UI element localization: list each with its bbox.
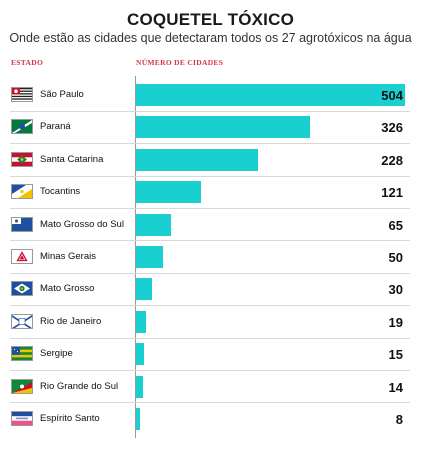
bar — [136, 213, 171, 236]
chart-row: Tocantins 121 — [0, 176, 421, 210]
bar — [136, 181, 201, 204]
sergipe-flag-icon — [11, 346, 33, 362]
bar — [136, 408, 141, 430]
state-label: Mato Grosso — [40, 283, 95, 295]
parana-flag-icon — [11, 119, 33, 135]
bar-value-label: 30 — [388, 282, 403, 298]
state-label: Paraná — [40, 121, 71, 133]
mato-grosso-do-sul-flag-icon — [11, 216, 33, 232]
state-label: Minas Gerais — [40, 251, 96, 262]
count-column-header: NÚMERO DE CIDADES — [136, 58, 224, 67]
bar-value-label: 65 — [388, 217, 403, 233]
bar-value-label: 228 — [381, 152, 403, 168]
chart-row: Minas Gerais 50 — [0, 241, 421, 274]
bar-value-label: 8 — [395, 412, 403, 427]
espirito-santo-flag-icon — [11, 411, 33, 426]
bar — [136, 343, 144, 366]
row-separator — [10, 110, 410, 112]
bar — [136, 84, 405, 106]
bar-value-label: 121 — [381, 185, 403, 201]
row-separator — [10, 402, 410, 404]
row-separator — [10, 240, 410, 242]
chart-row: Santa Catarina 228 — [0, 144, 421, 177]
rio-grande-do-sul-flag-icon — [11, 378, 33, 394]
bar — [136, 148, 258, 171]
bar-value-label: 326 — [381, 120, 403, 136]
chart-subtitle: Onde estão as cidades que detectaram tod… — [9, 31, 412, 45]
row-separator — [10, 337, 410, 339]
row-separator — [10, 305, 410, 307]
state-label: Santa Catarina — [40, 153, 104, 165]
bar-value-label: 14 — [388, 379, 403, 395]
state-label: Rio de Janeiro — [40, 315, 102, 327]
state-label: Rio Grande do Sul — [40, 380, 119, 392]
state-label: Espírito Santo — [40, 413, 100, 424]
bar — [136, 375, 144, 398]
chart-row: Rio de Janeiro 19 — [0, 306, 421, 339]
minas-gerais-flag-icon — [11, 249, 33, 264]
row-separator — [10, 272, 410, 274]
chart-row: Mato Grosso 30 — [0, 273, 421, 307]
sao-paulo-flag-icon — [11, 87, 33, 102]
state-label: Tocantins — [40, 186, 81, 198]
axis-divider — [135, 76, 136, 438]
row-separator — [10, 370, 410, 372]
bar — [136, 116, 310, 139]
chart-row: Rio Grande do Sul 14 — [0, 371, 421, 404]
chart-row: Mato Grosso do Sul 65 — [0, 209, 421, 242]
row-separator — [10, 208, 410, 210]
chart-row: São Paulo 504 — [0, 79, 421, 112]
row-separator — [10, 143, 410, 145]
mato-grosso-flag-icon — [11, 281, 33, 297]
bar-value-label: 50 — [388, 250, 403, 265]
state-label: Sergipe — [40, 348, 73, 360]
chart-row: Paraná 326 — [0, 111, 421, 145]
state-label: São Paulo — [40, 89, 84, 100]
state-column-header: ESTADO — [11, 58, 44, 67]
tocantins-flag-icon — [11, 184, 33, 200]
rio-de-janeiro-flag-icon — [11, 313, 33, 329]
bar-value-label: 15 — [388, 347, 403, 363]
bar-value-label: 19 — [388, 314, 403, 330]
chart-row: Espírito Santo 8 — [0, 403, 421, 433]
bar — [136, 278, 152, 301]
bar — [136, 310, 147, 333]
chart-row: Sergipe 15 — [0, 338, 421, 372]
row-separator — [10, 175, 410, 177]
bar — [136, 246, 163, 268]
santa-catarina-flag-icon — [11, 151, 33, 167]
chart-title: COQUETEL TÓXICO — [126, 10, 295, 29]
state-label: Mato Grosso do Sul — [40, 218, 124, 230]
bar-value-label: 504 — [381, 88, 403, 103]
